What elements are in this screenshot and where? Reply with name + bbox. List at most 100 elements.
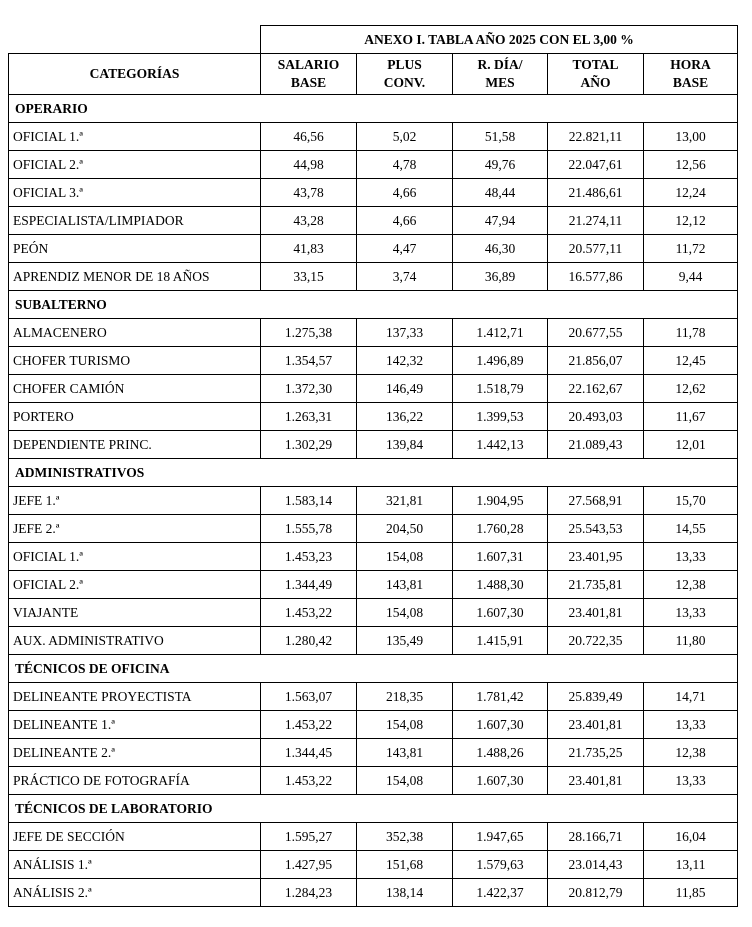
value-cell: 11,85 [642, 878, 739, 907]
category-cell: OFICIAL 1.ª [8, 542, 261, 571]
value-cell: 4,78 [356, 150, 453, 179]
section-row: OPERARIO [7, 94, 739, 123]
category-cell: ALMACENERO [8, 318, 261, 347]
value-cell: 1.427,95 [260, 850, 357, 879]
value-cell: 1.595,27 [260, 822, 357, 851]
section-label: SUBALTERNO [7, 290, 739, 319]
value-cell: 136,22 [356, 402, 453, 431]
title-row: ANEXO I. TABLA AÑO 2025 CON EL 3,00 % [9, 25, 739, 54]
table-row: DELINEANTE 2.ª 1.344,45 143,81 1.488,26 21.7… [8, 738, 739, 767]
category-cell: DELINEANTE PROYECTISTA [8, 682, 261, 711]
value-cell: 51,58 [452, 122, 548, 151]
value-cell: 352,38 [356, 822, 453, 851]
section-row: ADMINISTRATIVOS [7, 458, 739, 487]
section-row: TÉCNICOS DE OFICINA [7, 654, 739, 683]
header-line: AÑO [580, 75, 611, 90]
value-cell: 1.372,30 [260, 374, 357, 403]
value-cell: 1.583,14 [260, 486, 357, 515]
table-row: OFICIAL 1.ª 46,56 5,02 51,58 22.821,11 13,00 [8, 122, 739, 151]
value-cell: 1.412,71 [452, 318, 548, 347]
value-cell: 1.280,42 [260, 626, 357, 655]
category-cell: CHOFER CAMIÓN [8, 374, 261, 403]
value-cell: 1.607,30 [452, 598, 548, 627]
value-cell: 1.354,57 [260, 346, 357, 375]
category-cell: PEÓN [8, 234, 261, 263]
value-cell: 12,01 [642, 430, 739, 459]
column-header-categorias: CATEGORÍAS [8, 53, 261, 95]
value-cell: 154,08 [356, 598, 453, 627]
section-row: TÉCNICOS DE LABORATORIO [7, 794, 739, 823]
value-cell: 43,28 [260, 206, 357, 235]
value-cell: 12,38 [642, 738, 739, 767]
table-row: DELINEANTE PROYECTISTA 1.563,07 218,35 1.78… [8, 682, 739, 711]
value-cell: 1.496,89 [452, 346, 548, 375]
value-cell: 22.162,67 [547, 374, 644, 403]
table-row: CHOFER TURISMO 1.354,57 142,32 1.496,89 21.8… [8, 346, 739, 375]
column-header-r-dia-mes: R. DÍA/ MES [452, 53, 548, 95]
header-line: SALARIO [277, 57, 340, 73]
value-cell: 1.488,30 [452, 570, 548, 599]
header-line: CONV. [383, 75, 426, 90]
value-cell: 1.453,22 [260, 598, 357, 627]
column-header-row: CATEGORÍAS SALARIO BASE PLUS CONV. R. DÍ… [8, 53, 739, 95]
value-cell: 20.577,11 [547, 234, 644, 263]
table-head: ANEXO I. TABLA AÑO 2025 CON EL 3,00 % CA… [8, 25, 739, 95]
value-cell: 11,78 [642, 318, 739, 347]
category-cell: DELINEANTE 1.ª [8, 710, 261, 739]
value-cell: 146,49 [356, 374, 453, 403]
table-row: ALMACENERO 1.275,38 137,33 1.412,71 20.677,5… [8, 318, 739, 347]
value-cell: 143,81 [356, 738, 453, 767]
value-cell: 154,08 [356, 766, 453, 795]
value-cell: 1.442,13 [452, 430, 548, 459]
category-cell: JEFE 1.ª [8, 486, 261, 515]
value-cell: 1.453,22 [260, 766, 357, 795]
value-cell: 1.284,23 [260, 878, 357, 907]
value-cell: 20.722,35 [547, 626, 644, 655]
value-cell: 41,83 [260, 234, 357, 263]
value-cell: 1.579,63 [452, 850, 548, 879]
table-row: ANÁLISIS 2.ª 1.284,23 138,14 1.422,37 20.812… [8, 878, 739, 907]
value-cell: 13,33 [642, 710, 739, 739]
value-cell: 22.047,61 [547, 150, 644, 179]
value-cell: 13,33 [642, 542, 739, 571]
value-cell: 16.577,86 [547, 262, 644, 291]
value-cell: 142,32 [356, 346, 453, 375]
value-cell: 25.839,49 [547, 682, 644, 711]
table-row: OFICIAL 1.ª 1.453,23 154,08 1.607,31 23.401,… [8, 542, 739, 571]
value-cell: 25.543,53 [547, 514, 644, 543]
value-cell: 21.274,11 [547, 206, 644, 235]
category-cell: JEFE 2.ª [8, 514, 261, 543]
value-cell: 23.401,81 [547, 766, 644, 795]
value-cell: 218,35 [356, 682, 453, 711]
value-cell: 1.760,28 [452, 514, 548, 543]
table-row: CHOFER CAMIÓN 1.372,30 146,49 1.518,79 22.16… [8, 374, 739, 403]
value-cell: 23.401,95 [547, 542, 644, 571]
value-cell: 4,66 [356, 178, 453, 207]
value-cell: 13,33 [642, 766, 739, 795]
value-cell: 14,71 [642, 682, 739, 711]
table-row: PEÓN 41,83 4,47 46,30 20.577,11 11,72 [8, 234, 739, 263]
value-cell: 1.781,42 [452, 682, 548, 711]
category-cell: DELINEANTE 2.ª [8, 738, 261, 767]
column-header-salario-base: SALARIO BASE [260, 53, 357, 95]
table-row: JEFE DE SECCIÓN 1.595,27 352,38 1.947,65 28.… [8, 822, 739, 851]
value-cell: 3,74 [356, 262, 453, 291]
column-header-hora-base: HORA BASE [642, 53, 739, 95]
value-cell: 13,00 [642, 122, 739, 151]
table-row: OFICIAL 2.ª 44,98 4,78 49,76 22.047,61 12,56 [8, 150, 739, 179]
category-cell: OFICIAL 2.ª [8, 150, 261, 179]
table-body: OPERARIO OFICIAL 1.ª 46,56 5,02 51,58 22.821,… [7, 94, 739, 907]
value-cell: 1.415,91 [452, 626, 548, 655]
value-cell: 135,49 [356, 626, 453, 655]
category-cell: ANÁLISIS 2.ª [8, 878, 261, 907]
value-cell: 204,50 [356, 514, 453, 543]
value-cell: 1.904,95 [452, 486, 548, 515]
value-cell: 1.422,37 [452, 878, 548, 907]
category-cell: PORTERO [8, 402, 261, 431]
value-cell: 21.486,61 [547, 178, 644, 207]
category-cell: CHOFER TURISMO [8, 346, 261, 375]
value-cell: 321,81 [356, 486, 453, 515]
value-cell: 1.607,30 [452, 710, 548, 739]
header-line: PLUS [387, 57, 422, 73]
value-cell: 138,14 [356, 878, 453, 907]
